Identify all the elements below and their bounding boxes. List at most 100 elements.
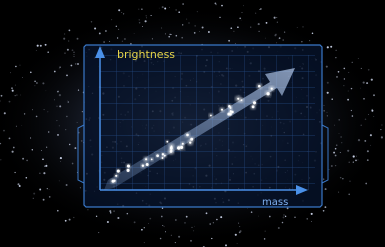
star [363, 98, 365, 100]
star [39, 189, 41, 191]
star [266, 92, 269, 95]
star [277, 22, 278, 23]
star [40, 45, 42, 47]
star [69, 30, 71, 32]
star [142, 164, 144, 166]
star [19, 185, 21, 187]
star [329, 169, 330, 170]
star [9, 137, 11, 139]
star [230, 27, 232, 29]
star [361, 125, 362, 126]
star [237, 26, 239, 28]
star [159, 8, 160, 9]
star [366, 82, 368, 84]
star [381, 124, 382, 125]
star [335, 57, 336, 58]
star [59, 181, 60, 182]
star [36, 82, 38, 84]
star [340, 136, 341, 137]
star [176, 35, 178, 37]
star [54, 71, 56, 73]
star [282, 39, 284, 41]
star [324, 206, 326, 208]
star [107, 221, 109, 223]
star [65, 129, 66, 130]
star [230, 110, 232, 112]
star [278, 39, 279, 40]
star [344, 78, 345, 79]
star [12, 90, 14, 92]
star [189, 141, 191, 143]
star [165, 33, 166, 34]
star [284, 31, 285, 32]
star [72, 163, 74, 165]
star [239, 17, 241, 19]
star [252, 105, 255, 108]
star [121, 12, 122, 13]
star [278, 227, 280, 229]
star [372, 109, 373, 110]
star [237, 98, 239, 100]
star [271, 88, 273, 90]
star [118, 29, 119, 30]
star [116, 26, 117, 27]
star [323, 178, 324, 179]
star [368, 114, 369, 115]
star [282, 222, 284, 224]
star [265, 38, 266, 39]
star [32, 109, 33, 110]
star [45, 44, 47, 46]
star [37, 45, 39, 47]
star [64, 34, 65, 35]
star [110, 212, 112, 214]
star [258, 216, 259, 217]
star [56, 120, 57, 121]
star [98, 232, 99, 233]
star [151, 15, 152, 16]
star [250, 27, 251, 28]
star [340, 177, 342, 179]
star [134, 221, 136, 223]
star [9, 101, 11, 103]
star [168, 36, 170, 38]
star [184, 222, 185, 223]
star [138, 9, 139, 10]
star [178, 236, 180, 238]
star [181, 37, 183, 39]
star [335, 148, 337, 150]
star [71, 65, 73, 67]
star [33, 198, 34, 199]
star [343, 85, 344, 86]
star [16, 126, 17, 127]
star [72, 49, 74, 51]
star [1, 95, 3, 97]
star [336, 50, 337, 51]
star [301, 41, 302, 42]
star [209, 223, 211, 225]
star [358, 139, 360, 141]
star [162, 157, 164, 159]
star [91, 21, 92, 22]
star [59, 105, 61, 107]
star [113, 180, 115, 182]
star [228, 105, 231, 108]
star [30, 137, 31, 138]
star [99, 32, 101, 34]
star [360, 88, 361, 89]
star [46, 90, 47, 91]
star [211, 238, 212, 239]
star [336, 76, 338, 78]
star [41, 150, 42, 151]
star [202, 27, 204, 29]
star [342, 178, 343, 179]
star [74, 147, 76, 149]
star [194, 32, 196, 34]
star [19, 65, 20, 66]
star [373, 116, 374, 117]
star [225, 244, 227, 246]
star [148, 223, 149, 224]
star [182, 24, 183, 25]
star [331, 165, 333, 167]
star [324, 105, 325, 106]
star [59, 67, 60, 68]
